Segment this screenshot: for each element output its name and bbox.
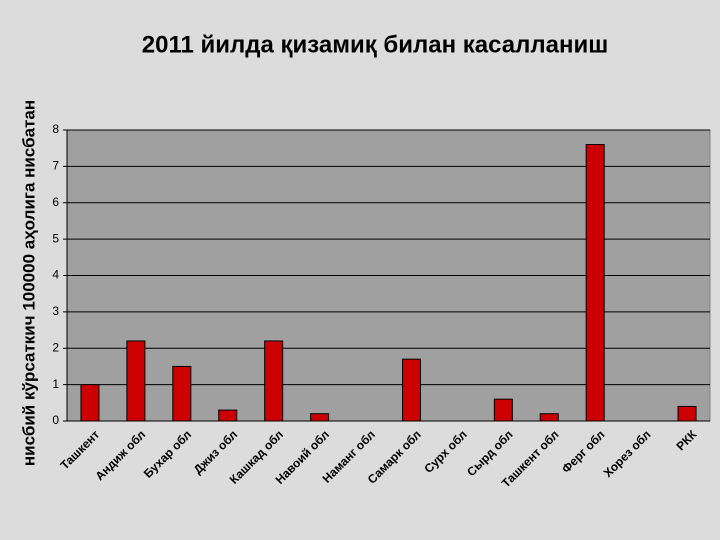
bar xyxy=(218,409,238,422)
y-tick-label: 6 xyxy=(52,195,59,209)
bar xyxy=(80,384,100,422)
bar xyxy=(401,358,421,422)
y-tick-label: 0 xyxy=(52,413,59,427)
y-tick-label: 7 xyxy=(52,159,59,173)
chart-title: 2011 йилда қизамиқ билан касалланиш xyxy=(142,31,608,58)
y-tick-label: 8 xyxy=(52,122,59,136)
y-tick-label: 5 xyxy=(52,231,59,245)
y-tick-label: 4 xyxy=(52,268,59,282)
bar xyxy=(539,413,559,422)
bar xyxy=(585,144,605,422)
y-tick-label: 1 xyxy=(52,377,59,391)
bar xyxy=(310,413,330,422)
bar xyxy=(677,405,697,422)
bar xyxy=(126,340,146,422)
bar xyxy=(264,340,284,422)
bar xyxy=(172,365,192,422)
y-tick-label: 3 xyxy=(52,304,59,318)
bar xyxy=(493,398,513,422)
y-axis-label: нисбий кўрсаткич 100000 аҳолига нисбатан xyxy=(19,100,38,466)
y-tick-label: 2 xyxy=(52,340,59,354)
